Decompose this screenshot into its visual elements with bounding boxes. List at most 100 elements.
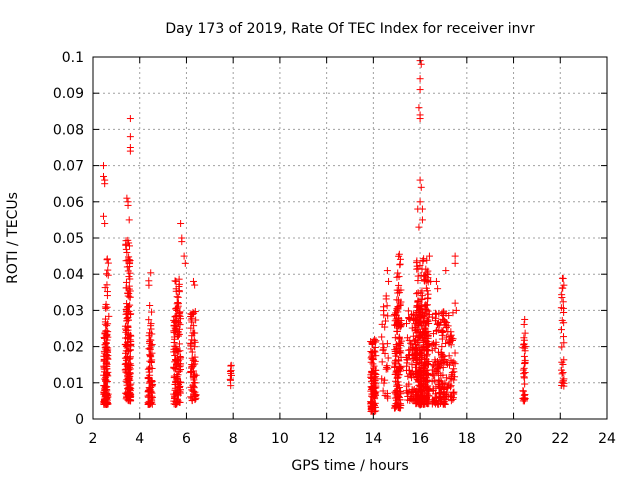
data-point xyxy=(558,370,566,378)
data-point xyxy=(406,366,414,374)
data-point xyxy=(437,371,445,379)
data-point xyxy=(103,322,111,330)
data-point xyxy=(367,338,375,346)
data-point xyxy=(175,288,183,296)
data-point xyxy=(415,360,423,368)
data-point xyxy=(419,257,427,265)
data-point xyxy=(416,332,424,340)
data-point xyxy=(382,317,390,325)
data-point xyxy=(415,104,423,112)
data-point xyxy=(447,357,455,365)
data-point xyxy=(560,356,568,364)
data-point xyxy=(413,303,421,311)
data-point xyxy=(559,304,567,312)
data-point xyxy=(418,322,426,330)
data-point xyxy=(124,310,132,318)
data-point xyxy=(402,320,410,328)
data-point xyxy=(187,340,195,348)
data-point xyxy=(416,176,424,184)
data-point xyxy=(438,335,446,343)
data-point xyxy=(383,362,391,370)
data-point xyxy=(103,292,111,300)
data-point xyxy=(144,387,152,395)
data-point xyxy=(417,60,425,68)
data-point xyxy=(438,380,446,388)
data-point xyxy=(416,399,424,407)
data-point xyxy=(405,352,413,360)
data-point xyxy=(424,332,432,340)
data-point xyxy=(148,396,156,404)
data-point xyxy=(413,259,421,267)
data-point xyxy=(126,275,134,283)
data-point xyxy=(520,374,528,382)
data-point xyxy=(190,367,198,375)
data-point xyxy=(103,401,111,409)
data-point xyxy=(519,344,527,352)
data-point xyxy=(125,282,133,290)
data-point xyxy=(100,399,108,407)
data-point xyxy=(450,368,458,376)
data-point xyxy=(148,356,156,364)
data-point xyxy=(122,284,130,292)
data-point xyxy=(404,307,412,315)
y-tick-label: 0.1 xyxy=(62,50,84,66)
data-point xyxy=(434,326,442,334)
data-point xyxy=(145,391,153,399)
data-point xyxy=(418,356,426,364)
data-point xyxy=(395,322,403,330)
data-point xyxy=(126,257,134,265)
data-point xyxy=(104,259,112,267)
data-point xyxy=(442,267,450,275)
data-point xyxy=(227,361,235,369)
data-point xyxy=(427,277,435,285)
data-point xyxy=(446,361,454,369)
data-point xyxy=(122,306,130,314)
data-point xyxy=(520,320,528,328)
x-tick-label: 24 xyxy=(598,431,616,447)
data-point xyxy=(431,344,439,352)
data-point xyxy=(392,377,400,385)
data-point xyxy=(126,346,134,354)
data-point xyxy=(100,172,108,180)
data-point xyxy=(171,364,179,372)
data-point xyxy=(422,284,430,292)
data-point xyxy=(405,336,413,344)
data-point xyxy=(395,320,403,328)
x-tick-label: 6 xyxy=(182,431,191,447)
data-point xyxy=(393,381,401,389)
data-point xyxy=(123,317,131,325)
data-point xyxy=(126,387,134,395)
data-point xyxy=(187,393,195,401)
data-point xyxy=(367,407,375,415)
data-point xyxy=(417,183,425,191)
data-point xyxy=(558,326,566,334)
data-point xyxy=(406,371,414,379)
data-point xyxy=(420,271,428,279)
data-point xyxy=(559,284,567,292)
data-point xyxy=(451,259,459,267)
data-point xyxy=(125,361,133,369)
data-point xyxy=(187,369,195,377)
data-point xyxy=(452,306,460,314)
data-point xyxy=(417,302,425,310)
data-point xyxy=(560,333,568,341)
data-point xyxy=(392,386,400,394)
data-point xyxy=(434,357,442,365)
data-point xyxy=(451,299,459,307)
data-point xyxy=(420,361,428,369)
data-point xyxy=(370,370,378,378)
data-point xyxy=(417,319,425,327)
data-point xyxy=(175,280,183,288)
data-point xyxy=(126,369,134,377)
data-point xyxy=(178,238,186,246)
data-point xyxy=(174,391,182,399)
data-point xyxy=(170,321,178,329)
data-point xyxy=(414,298,422,306)
data-point xyxy=(451,252,459,260)
data-point xyxy=(443,384,451,392)
data-point xyxy=(416,115,424,123)
data-point xyxy=(367,371,375,379)
data-point xyxy=(367,387,375,395)
data-point xyxy=(147,399,155,407)
data-point xyxy=(415,223,423,231)
